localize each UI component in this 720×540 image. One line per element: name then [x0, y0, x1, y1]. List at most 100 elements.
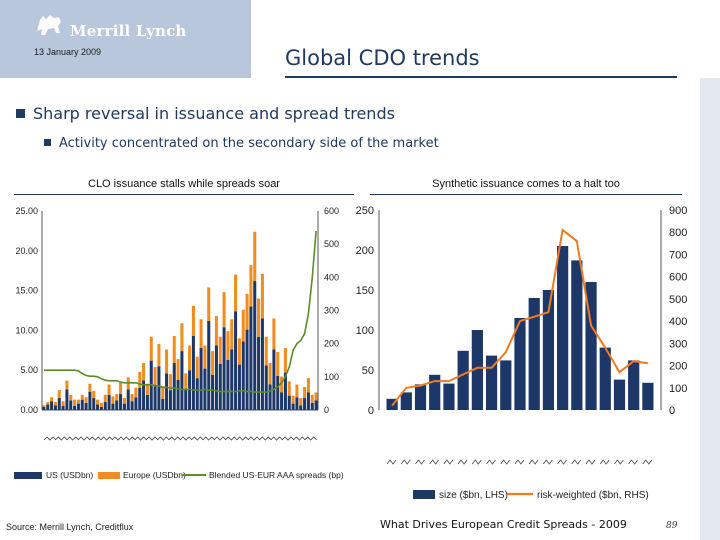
clo-date-tick-mark — [293, 436, 306, 441]
clo-europe-bar — [88, 383, 92, 392]
clo-europe-bar — [153, 367, 157, 387]
legend-size-label: size ($bn, LHS) — [439, 490, 508, 501]
clo-us-bar — [145, 394, 149, 410]
clo-date-tick-mark — [213, 436, 227, 441]
clo-europe-bar — [211, 351, 215, 375]
clo-europe-bar — [199, 319, 203, 348]
synthetic-chart-title-rule — [370, 194, 682, 195]
clo-europe-bar — [276, 351, 280, 376]
clo-us-bar — [99, 406, 103, 410]
clo-us-bar — [65, 389, 69, 410]
legend-risk-label: risk-weighted ($bn, RHS) — [537, 490, 649, 501]
syn-right-tick-label: 800 — [669, 227, 687, 239]
clo-europe-bar — [245, 293, 249, 330]
clo-europe-bar — [303, 386, 307, 399]
syn-date-tick-mark — [500, 459, 511, 465]
bull-logo-icon — [37, 15, 61, 35]
clo-date-tick-mark — [179, 436, 193, 441]
clo-europe-bar — [241, 309, 245, 342]
clo-europe-bar — [92, 390, 96, 399]
clo-left-tick-label: 5.00 — [20, 365, 38, 375]
clo-europe-bar — [50, 397, 54, 402]
clo-us-bar — [222, 327, 226, 410]
right-margin-strip — [700, 78, 720, 540]
syn-size-bar — [414, 384, 427, 410]
clo-us-bar — [249, 306, 253, 410]
clo-europe-bar — [188, 345, 192, 371]
clo-us-bar — [103, 402, 107, 410]
clo-date-tick-mark — [270, 436, 283, 441]
clo-us-bar — [207, 320, 211, 410]
syn-date-tick-mark — [443, 459, 454, 465]
page-title: Global CDO trends — [285, 46, 480, 70]
syn-right-tick-label: 0 — [669, 405, 675, 417]
syn-date-tick-mark — [528, 459, 539, 465]
legend-size-swatch — [413, 490, 435, 499]
syn-size-bar — [571, 260, 583, 410]
clo-europe-bar — [84, 397, 88, 403]
clo-issuance-chart: 0.00 5.00 10.00 15.00 20.00 25.00 0 100 200 300 40… — [14, 206, 344, 480]
clo-europe-bar — [138, 371, 142, 388]
clo-us-bar — [84, 402, 88, 410]
syn-right-tick-label: 400 — [669, 316, 687, 328]
clo-us-bar — [191, 335, 195, 410]
clo-us-bar — [257, 336, 261, 410]
clo-us-bar — [283, 372, 287, 410]
clo-us-bar — [303, 398, 307, 410]
clo-europe-bar — [46, 402, 50, 405]
clo-europe-bar — [268, 363, 272, 385]
clo-us-bar — [73, 406, 77, 410]
clo-europe-bar — [203, 345, 207, 369]
syn-size-bar — [642, 382, 654, 410]
clo-europe-bar — [149, 336, 153, 361]
clo-europe-bar — [260, 273, 264, 319]
clo-europe-bar — [130, 394, 134, 402]
clo-europe-bar — [96, 399, 100, 405]
clo-europe-bar — [257, 298, 261, 337]
page-number: 89 — [666, 521, 678, 531]
source-note: Source: Merrill Lynch, Creditflux — [6, 522, 134, 532]
title-underline — [285, 76, 677, 78]
clo-us-bar — [268, 384, 272, 410]
clo-us-bar — [176, 379, 180, 410]
clo-right-tick-label: 200 — [324, 339, 339, 349]
clo-us-bar — [46, 404, 50, 410]
clo-europe-bar — [157, 343, 161, 367]
syn-right-tick-label: 500 — [669, 294, 687, 306]
syn-size-bar — [514, 318, 526, 410]
clo-us-bar — [195, 378, 199, 410]
clo-right-tick-label: 100 — [324, 372, 339, 382]
clo-us-bar — [165, 373, 169, 410]
syn-left-tick-label: 100 — [356, 325, 374, 337]
syn-date-tick-mark — [642, 459, 653, 465]
clo-date-tick-mark — [134, 436, 147, 441]
syn-size-bar — [528, 298, 540, 410]
clo-chart-title: CLO issuance stalls while spreads soar — [88, 178, 280, 190]
syn-date-tick-mark — [542, 459, 553, 465]
clo-us-bar — [291, 403, 295, 410]
clo-europe-bar — [234, 274, 238, 312]
clo-europe-bar — [207, 287, 211, 321]
syn-date-tick-mark — [486, 459, 496, 465]
clo-europe-bar — [191, 305, 195, 336]
syn-date-tick-mark — [599, 459, 610, 465]
syn-size-bar — [457, 350, 469, 410]
clo-us-bar — [214, 345, 218, 410]
syn-left-tick-label: 250 — [356, 205, 374, 217]
clo-date-tick-mark — [157, 436, 170, 441]
clo-europe-bar — [195, 356, 199, 379]
clo-date-tick-mark — [259, 436, 272, 441]
clo-date-tick-mark — [202, 436, 215, 441]
clo-europe-bar — [226, 331, 230, 360]
syn-date-tick-mark — [429, 459, 439, 465]
clo-europe-bar — [142, 363, 146, 381]
clo-europe-bar — [222, 292, 226, 328]
clo-us-bar — [42, 406, 46, 410]
clo-us-bar — [161, 398, 165, 410]
clo-us-bar — [69, 400, 73, 410]
clo-us-bar — [237, 364, 241, 410]
syn-size-bar — [471, 330, 483, 410]
clo-europe-bar — [76, 399, 80, 404]
clo-europe-bar — [218, 336, 222, 364]
syn-left-tick-label: 0 — [368, 405, 374, 417]
